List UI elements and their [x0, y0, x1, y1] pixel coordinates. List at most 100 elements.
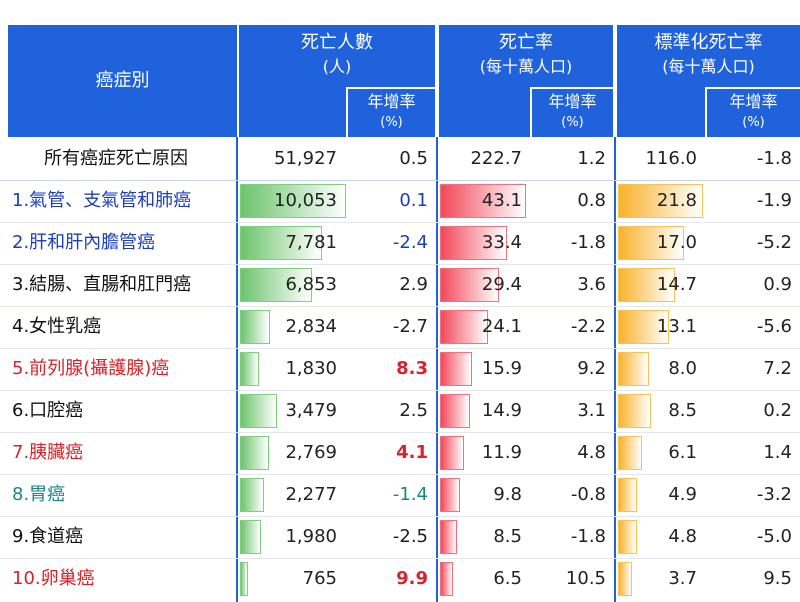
row-line: [0, 516, 800, 517]
value-cell: -3.2: [756, 484, 792, 505]
row-line: [0, 306, 800, 307]
value-cell: 2,277: [285, 484, 337, 505]
value-cell: 14.9: [481, 400, 522, 421]
data-bar: [240, 268, 313, 302]
value-cell: 24.1: [481, 316, 522, 337]
value-cell: 3.6: [577, 274, 606, 295]
value-cell: 2,834: [285, 316, 337, 337]
data-bar: [240, 184, 346, 218]
column-divider: [436, 137, 438, 602]
data-bar: [240, 394, 277, 428]
data-bar: [618, 394, 652, 428]
data-bar: [440, 394, 470, 428]
row-line: [0, 264, 800, 265]
row-name: 所有癌症死亡原因: [44, 148, 188, 169]
value-cell: -1.8: [570, 232, 606, 253]
header-text: 死亡率: [499, 32, 553, 53]
data-bar: [618, 352, 650, 386]
value-cell: 21.8: [656, 190, 697, 211]
value-cell: 2.9: [399, 274, 428, 295]
data-bar: [618, 478, 638, 512]
data-bar: [618, 310, 670, 344]
data-bar: [618, 436, 642, 470]
sub-header-text: 年增率: [729, 92, 778, 111]
data-bar: [440, 352, 472, 386]
value-cell: 51,927: [274, 148, 337, 169]
row-name: 10.卵巢癌: [12, 568, 95, 589]
row-name: 9.食道癌: [12, 526, 84, 547]
header-cell: 癌症別: [8, 25, 237, 137]
sub-header-text: 年增率: [367, 92, 416, 111]
data-bar: [618, 520, 637, 554]
row-line: [0, 390, 800, 391]
value-cell: 2,769: [285, 442, 337, 463]
data-bar: [618, 268, 676, 302]
value-cell: -1.9: [756, 190, 792, 211]
value-cell: 0.2: [763, 400, 792, 421]
value-cell: 11.9: [481, 442, 522, 463]
value-cell: -2.2: [570, 316, 606, 337]
value-cell: 4.1: [396, 442, 428, 463]
value-cell: 9.9: [396, 568, 428, 589]
value-cell: 17.0: [656, 232, 697, 253]
data-bar: [440, 436, 464, 470]
value-cell: 6.5: [493, 568, 522, 589]
row-name: 5.前列腺(攝護腺)癌: [12, 358, 170, 379]
row-line: [0, 348, 800, 349]
header-text: 標準化死亡率: [654, 32, 763, 53]
data-bar: [240, 562, 249, 596]
value-cell: 6,853: [285, 274, 337, 295]
sub-header: 年增率 (%): [705, 87, 800, 137]
row-name: 8.胃癌: [12, 484, 66, 505]
value-cell: 13.1: [656, 316, 697, 337]
row-line: [0, 222, 800, 223]
sub-header-unit: (%): [742, 115, 765, 130]
value-cell: 4.8: [668, 526, 697, 547]
value-cell: 3.1: [577, 400, 606, 421]
value-cell: 8.3: [396, 358, 428, 379]
value-cell: 0.5: [399, 148, 428, 169]
data-bar: [440, 310, 489, 344]
value-cell: -1.8: [756, 148, 792, 169]
data-bar: [240, 478, 264, 512]
value-cell: 7.2: [763, 358, 792, 379]
value-cell: 8.5: [668, 400, 697, 421]
value-cell: 765: [302, 568, 337, 589]
column-divider: [614, 137, 616, 602]
header-text: 癌症別: [95, 70, 150, 91]
value-cell: -5.6: [756, 316, 792, 337]
sub-header: 年增率 (%): [530, 87, 613, 137]
value-cell: 7,781: [285, 232, 337, 253]
value-cell: -5.2: [756, 232, 792, 253]
row-line: [0, 432, 800, 433]
row-name: 4.女性乳癌: [12, 316, 102, 337]
value-cell: 9.2: [577, 358, 606, 379]
value-cell: -0.8: [570, 484, 606, 505]
value-cell: 1,830: [285, 358, 337, 379]
data-bar: [440, 478, 460, 512]
value-cell: 3,479: [285, 400, 337, 421]
value-cell: 0.1: [399, 190, 428, 211]
header-unit: (每十萬人口): [662, 57, 755, 76]
row-name: 6.口腔癌: [12, 400, 84, 421]
data-bar: [618, 562, 633, 596]
value-cell: -2.5: [392, 526, 428, 547]
sub-header-unit: (%): [380, 115, 403, 130]
header-text: 死亡人數: [301, 32, 373, 53]
data-bar: [618, 226, 685, 260]
row-name: 7.胰臟癌: [12, 442, 84, 463]
value-cell: -2.4: [392, 232, 428, 253]
value-cell: -5.0: [756, 526, 792, 547]
value-cell: 9.5: [763, 568, 792, 589]
value-cell: 3.7: [668, 568, 697, 589]
value-cell: 1,980: [285, 526, 337, 547]
header-unit: (每十萬人口): [479, 57, 573, 76]
sub-header: 年增率 (%): [346, 87, 435, 137]
value-cell: 8.0: [668, 358, 697, 379]
value-cell: -2.7: [392, 316, 428, 337]
value-cell: -1.8: [570, 526, 606, 547]
value-cell: 9.8: [493, 484, 522, 505]
data-bar: [240, 520, 261, 554]
value-cell: 14.7: [656, 274, 697, 295]
